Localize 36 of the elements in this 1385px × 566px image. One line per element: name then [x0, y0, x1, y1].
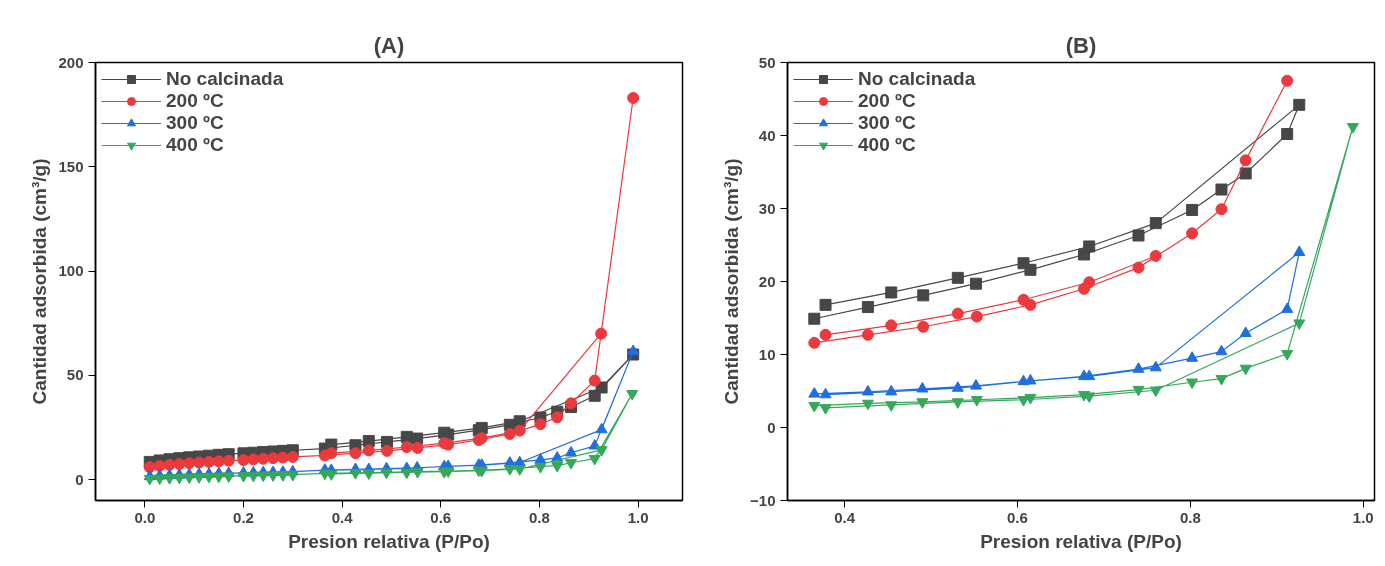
legend-label: 400 ºC [166, 134, 224, 156]
legend-label: 200 ºC [166, 90, 224, 112]
x-tick-label: 0.8 [529, 508, 550, 526]
y-tick-label: 0 [75, 470, 84, 488]
y-tick-label: 200 [58, 53, 84, 71]
y-tick-label: 0 [767, 418, 776, 436]
y-tick-label: 20 [758, 272, 776, 290]
legend-label: 300 ºC [166, 112, 224, 134]
y-tick-label: 30 [758, 199, 776, 217]
x-axis-title: Presion relativa (P/Po) [980, 530, 1182, 552]
x-tick-label: 1.0 [1352, 508, 1374, 526]
y-tick-label: 50 [758, 53, 776, 71]
legend-label: 200 ºC [858, 90, 916, 112]
x-tick-label: 0.6 [430, 508, 452, 526]
x-tick-label: 0.4 [834, 508, 856, 526]
x-tick-label: 0.4 [331, 508, 354, 526]
x-tick-label: 0.6 [1007, 508, 1028, 526]
y-axis-title: Cantidad adsorbida (cm³/g) [29, 158, 51, 405]
chart-title: (B) [1065, 32, 1097, 58]
y-tick-label: 40 [758, 126, 776, 144]
y-tick-label: 150 [58, 157, 84, 175]
y-tick-label: −10 [750, 491, 776, 509]
x-tick-label: 0.2 [233, 508, 254, 526]
chart-title: (A) [373, 32, 405, 58]
y-tick-label: 50 [66, 366, 84, 384]
x-tick-label: 1.0 [627, 508, 649, 526]
y-axis-title: Cantidad adsorbida (cm³/g) [721, 158, 743, 405]
legend-label: No calcinada [166, 68, 284, 90]
x-axis-title: Presion relativa (P/Po) [288, 530, 490, 552]
legend-label: 400 ºC [858, 134, 916, 156]
y-tick-label: 10 [758, 345, 776, 363]
y-tick-label: 100 [58, 262, 84, 280]
legend-label: 300 ºC [858, 112, 916, 134]
x-tick-label: 0.0 [134, 508, 156, 526]
x-tick-label: 0.8 [1179, 508, 1201, 526]
legend-label: No calcinada [858, 68, 976, 90]
